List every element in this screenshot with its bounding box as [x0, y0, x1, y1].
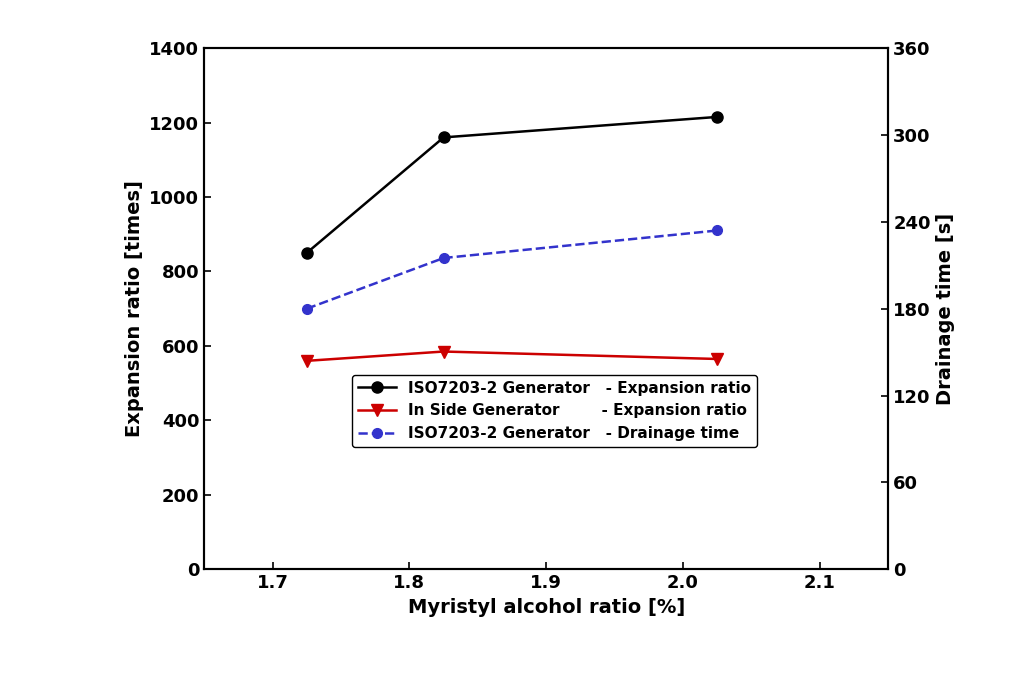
Y-axis label: Expansion ratio [times]: Expansion ratio [times]	[125, 180, 144, 437]
X-axis label: Myristyl alcohol ratio [%]: Myristyl alcohol ratio [%]	[407, 598, 685, 617]
Y-axis label: Drainage time [s]: Drainage time [s]	[936, 213, 956, 405]
Legend: ISO7203-2 Generator   - Expansion ratio, In Side Generator        - Expansion ra: ISO7203-2 Generator - Expansion ratio, I…	[352, 375, 758, 447]
